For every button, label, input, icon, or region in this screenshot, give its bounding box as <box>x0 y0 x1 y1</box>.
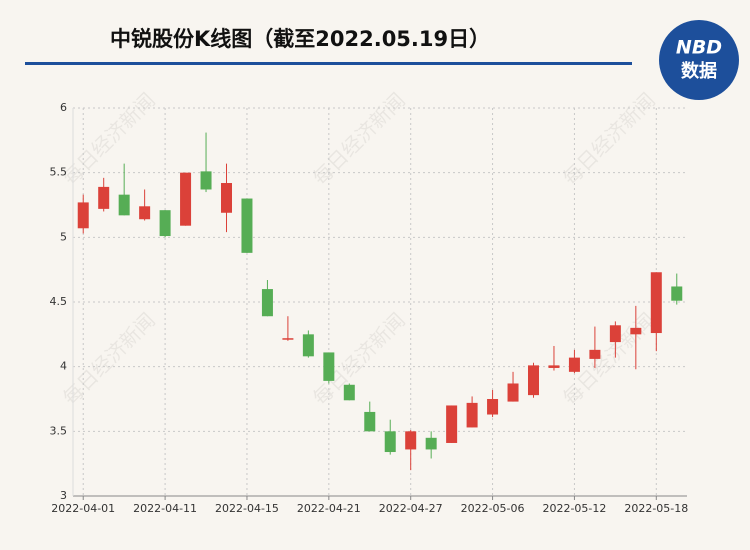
candle-body <box>139 206 151 220</box>
candle-body <box>77 202 89 229</box>
x-tick-label: 2022-04-27 <box>379 502 443 515</box>
candle-body <box>282 338 294 340</box>
candle-body <box>364 411 376 432</box>
candle-body <box>221 183 232 213</box>
y-tick-label: 4 <box>60 360 67 373</box>
logo-text: NBD <box>676 37 722 59</box>
candle-body <box>405 431 417 450</box>
candle-body <box>650 272 662 334</box>
y-tick-label: 5 <box>60 230 67 243</box>
y-tick-label: 4.5 <box>50 295 68 308</box>
candle-body <box>98 186 110 209</box>
title-rule <box>25 62 632 65</box>
candle-body <box>159 210 171 237</box>
chart-title: 中锐股份K线图（截至2022.05.19日） <box>110 27 490 51</box>
candle-body <box>671 286 683 301</box>
y-tick-label: 3.5 <box>50 424 68 437</box>
y-tick-label: 3 <box>60 489 67 502</box>
x-tick-label: 2022-04-01 <box>51 502 115 515</box>
y-tick-label: 6 <box>60 101 67 114</box>
candle-body <box>487 399 499 415</box>
candle-body <box>446 405 458 443</box>
x-tick-label: 2022-05-18 <box>624 502 688 515</box>
y-tick-label: 5.5 <box>50 166 68 179</box>
candle-body <box>384 431 396 453</box>
candle-body <box>241 198 253 253</box>
candle-body <box>548 365 560 368</box>
x-tick-label: 2022-04-21 <box>297 502 361 515</box>
candle-body <box>528 365 539 396</box>
candle-body <box>261 289 273 317</box>
x-tick-label: 2022-05-06 <box>461 502 525 515</box>
x-tick-label: 2022-04-11 <box>133 502 197 515</box>
candle-body <box>507 383 519 402</box>
candle-body <box>118 194 130 216</box>
logo <box>659 20 739 100</box>
candle-body <box>466 402 478 428</box>
logo-text: 数据 <box>681 60 717 82</box>
x-tick-label: 2022-05-12 <box>542 502 606 515</box>
x-tick-label: 2022-04-15 <box>215 502 279 515</box>
candle-body <box>568 357 580 372</box>
candle-body <box>302 334 314 357</box>
candle-body <box>425 437 437 450</box>
candle-body <box>343 384 355 401</box>
candle-body <box>200 171 212 190</box>
candle-body <box>630 327 642 335</box>
candle-body <box>323 352 335 381</box>
candle-body <box>180 172 192 226</box>
candle-body <box>609 325 621 343</box>
candle-body <box>589 349 601 359</box>
